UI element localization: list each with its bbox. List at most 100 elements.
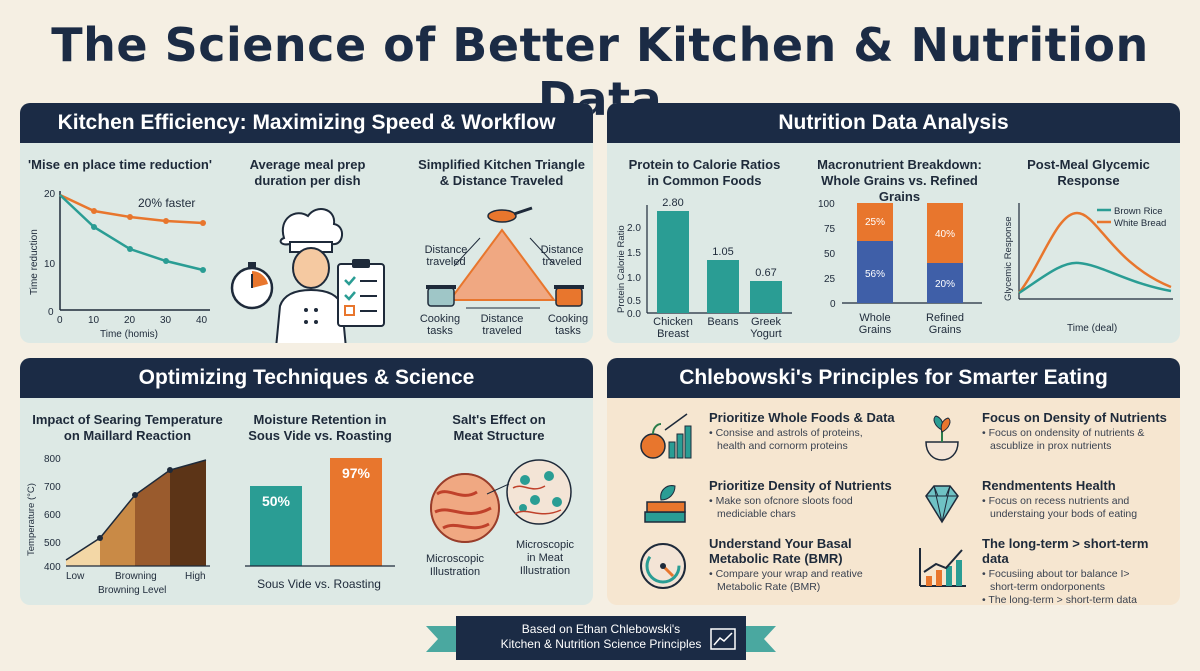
moisture-bar-roasting	[330, 458, 382, 566]
growth-chart-icon	[919, 548, 966, 587]
glycemic-chart: Post-Meal Glycemic Response Glycemic Res…	[997, 143, 1180, 343]
principle-title-1: Prioritize Whole Foods & Data	[709, 410, 895, 425]
searing-title-line1: Impact of Searing Temperature	[32, 412, 223, 427]
searing-area-1	[66, 538, 100, 566]
mise-xtick-20: 20	[124, 315, 136, 326]
prep-duration-cell: Average meal prep duration per dish	[220, 143, 395, 343]
principle-item-health: Rendmentents Health • Focus on recess nu…	[912, 476, 1174, 536]
macro-label-refined-1: Refined	[926, 312, 964, 324]
moisture-value-sous-vide: 50%	[262, 493, 291, 509]
moisture-xlabel: Sous Vide vs. Roasting	[257, 577, 381, 591]
footer-line-2: Kitchen & Nutrition Science Principles	[500, 637, 702, 651]
searing-area-3	[135, 470, 170, 566]
glycemic-legend-brown-rice: Brown Rice	[1114, 206, 1163, 217]
protein-bar-chicken	[657, 211, 689, 313]
page-title: The Science of Better Kitchen & Nutritio…	[51, 18, 1149, 126]
salt-cap-left-1: Microscopic	[426, 553, 485, 565]
frying-pan-icon	[487, 206, 533, 223]
salt-cap-right-3: Illustration	[520, 565, 570, 577]
glycemic-title-line2: Response	[1057, 173, 1120, 188]
glycemic-title-line1: Post-Meal Glycemic	[1027, 157, 1150, 172]
meat-structure-right-icon	[506, 459, 572, 525]
macro-ytick-100: 100	[818, 199, 835, 210]
cook-left-2: tasks	[427, 325, 453, 337]
macro-ytick-50: 50	[824, 249, 836, 260]
moisture-chart: Moisture Retention in Sous Vide vs. Roas…	[235, 398, 405, 605]
protein-label-beans-1: Beans	[707, 316, 739, 328]
principle-desc-6b: short-term ondorponents	[990, 581, 1105, 593]
principle-desc-2a: • Focus on ondensity of nutrients &	[982, 427, 1145, 439]
glycemic-xlabel: Time (deal)	[1067, 323, 1117, 334]
techniques-panel: Optimizing Techniques & Science Impact o…	[20, 358, 593, 605]
stopwatch-icon	[230, 262, 274, 310]
mise-chart: 'Mise en place time reduction' 20 10 0 T…	[20, 143, 220, 343]
mise-xlabel: Time (homis)	[100, 329, 158, 340]
protein-label-yogurt-1: Greek	[751, 316, 781, 328]
principles-panel: Chlebowski's Principles for Smarter Eati…	[607, 358, 1180, 605]
searing-xtick-high: High	[185, 571, 206, 582]
gauge-icon	[640, 543, 686, 589]
moisture-title-line2: Sous Vide vs. Roasting	[248, 428, 392, 443]
searing-ytick-700: 700	[44, 482, 61, 493]
salt-cap-right-1: Microscopic	[516, 539, 575, 551]
principle-desc-6a: • Focusiing about tor balance I>	[982, 568, 1130, 580]
glycemic-legend-white-bread: White Bread	[1114, 218, 1166, 229]
mise-ytick-20: 20	[44, 189, 56, 200]
kitchen-efficiency-panel: Kitchen Efficiency: Maximizing Speed & W…	[20, 103, 593, 343]
principle-desc-2b: ascublize in prox nutrients	[990, 440, 1112, 452]
macro-title-line1: Macronutrient Breakdown:	[817, 157, 982, 172]
protein-label-chicken-2: Breast	[657, 328, 689, 340]
macro-label-whole-1: Whole	[859, 312, 890, 324]
cook-right-2: tasks	[555, 325, 581, 337]
protein-ylabel: Protein Calorie Ratio	[616, 225, 627, 313]
triangle-label-left-1: Distance	[425, 244, 468, 256]
techniques-header: Optimizing Techniques & Science	[20, 358, 593, 398]
macro-whole-top-label: 25%	[865, 217, 885, 228]
diamond-icon	[925, 485, 959, 524]
macro-refined-bottom	[927, 263, 963, 303]
plant-bowl-icon	[925, 415, 959, 461]
protein-value-yogurt: 0.67	[755, 267, 776, 279]
cook-right-1: Cooking	[548, 313, 588, 325]
macro-refined-bottom-label: 20%	[935, 279, 955, 290]
searing-xlabel: Browning Level	[98, 585, 166, 596]
macro-refined-top	[927, 203, 963, 263]
mise-annotation: 20% faster	[138, 196, 195, 210]
principle-item-bmr: Understand Your Basal Metabolic Rate (BM…	[635, 536, 905, 598]
principle-desc-5b: Metabolic Rate (BMR)	[717, 581, 821, 593]
glycemic-white-bread-line	[1018, 211, 1172, 294]
searing-ytick-800: 800	[44, 454, 61, 465]
moisture-value-roasting: 97%	[342, 465, 371, 481]
salt-title-line1: Salt's Effect on	[452, 412, 546, 427]
kitchen-triangle-cell: Simplified Kitchen Triangle & Distance T…	[410, 143, 593, 343]
principle-desc-4a: • Focus on recess nutrients and	[982, 495, 1130, 507]
triangle-label-bottom-1: Distance	[481, 313, 524, 325]
macro-whole-top	[857, 203, 893, 241]
books-leaf-icon	[644, 485, 686, 523]
principle-desc-3b: mediciable chars	[717, 508, 796, 520]
principle-item-density: Focus on Density of Nutrients • Focus on…	[912, 408, 1174, 468]
moisture-bar-sous-vide	[250, 486, 302, 566]
principle-item-long-term: The long-term > short-term data • Focusi…	[912, 536, 1174, 605]
principle-title-4: Rendmentents Health	[982, 478, 1116, 493]
searing-ytick-500: 500	[44, 538, 61, 549]
searing-xtick-low: Low	[66, 571, 85, 582]
macro-title-line2: Whole Grains vs. Refined Grains	[821, 173, 978, 204]
searing-ytick-400: 400	[44, 562, 61, 573]
macro-whole-bottom-label: 56%	[865, 269, 885, 280]
chart-trend-icon	[710, 628, 736, 650]
protein-ytick-3: 1.0	[627, 273, 641, 284]
macro-chart: Macronutrient Breakdown: Whole Grains vs…	[802, 143, 997, 343]
meat-structure-left-icon	[430, 473, 500, 543]
searing-area-4	[170, 460, 206, 566]
macro-refined-top-label: 40%	[935, 229, 955, 240]
macro-ytick-0: 0	[830, 299, 836, 310]
macro-whole-bottom	[857, 241, 893, 303]
triangle-title-line1: Simplified Kitchen Triangle	[418, 157, 585, 172]
protein-ytick-4: 0.5	[627, 296, 641, 307]
principle-title-2: Focus on Density of Nutrients	[982, 410, 1167, 425]
mise-xtick-10: 10	[88, 315, 100, 326]
protein-ytick-1: 2.0	[627, 223, 641, 234]
mise-chart-title: 'Mise en place time reduction'	[28, 157, 212, 172]
principle-desc-1b: health and cornorm proteins	[717, 440, 848, 452]
